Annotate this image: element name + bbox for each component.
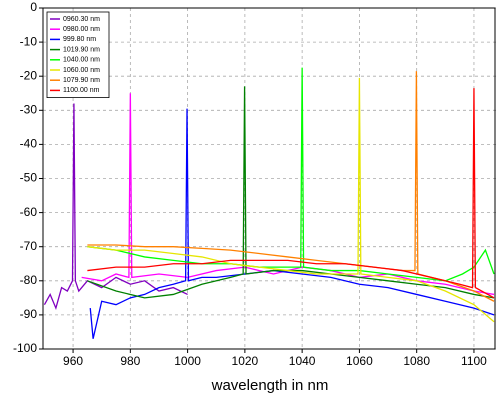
series-line [89, 108, 495, 339]
x-tick-label: 1100 [461, 354, 487, 368]
legend-label: 0980.00 nm [63, 26, 100, 33]
y-tick-label: -10 [20, 34, 38, 48]
x-tick-label: 980 [120, 354, 140, 368]
y-tick-label: -50 [20, 171, 38, 185]
series-line [87, 77, 495, 323]
x-tick-label: 960 [63, 354, 83, 368]
legend-label: 1040.00 nm [63, 57, 100, 64]
series-line [81, 93, 495, 296]
plot-frame [42, 7, 496, 350]
series-line [87, 86, 495, 299]
legend-label: 1079.90 nm [63, 77, 100, 84]
plot-lines [43, 67, 495, 339]
y-tick-label: -20 [20, 68, 38, 82]
series-line [87, 88, 495, 299]
legend-label: 1060.00 nm [63, 67, 100, 74]
x-tick-label: 1020 [232, 354, 259, 368]
y-tick-label: -70 [20, 239, 38, 253]
y-tick-label: -90 [20, 307, 38, 321]
x-axis-title: wavelength in nm [211, 377, 329, 394]
series-line [43, 103, 188, 311]
x-tick-label: 1080 [403, 354, 430, 368]
y-tick-label: 0 [30, 0, 37, 14]
x-tick-label: 1060 [346, 354, 373, 368]
legend-label: 1100.00 nm [63, 87, 100, 94]
legend-box [46, 11, 110, 98]
y-tick-label: -100 [13, 341, 37, 355]
y-tick-label: -40 [20, 137, 38, 151]
x-tick-label: 1040 [289, 354, 316, 368]
y-tick-label: -60 [20, 205, 38, 219]
y-tick-label: -30 [20, 102, 38, 116]
legend-label: 999.80 nm [63, 36, 96, 43]
legend-label: 1019.90 nm [63, 46, 100, 53]
series-line [87, 67, 495, 282]
legend-label: 0960.30 nm [63, 16, 100, 23]
y-tick-label: -80 [20, 273, 38, 287]
x-tick-label: 1000 [174, 354, 201, 368]
